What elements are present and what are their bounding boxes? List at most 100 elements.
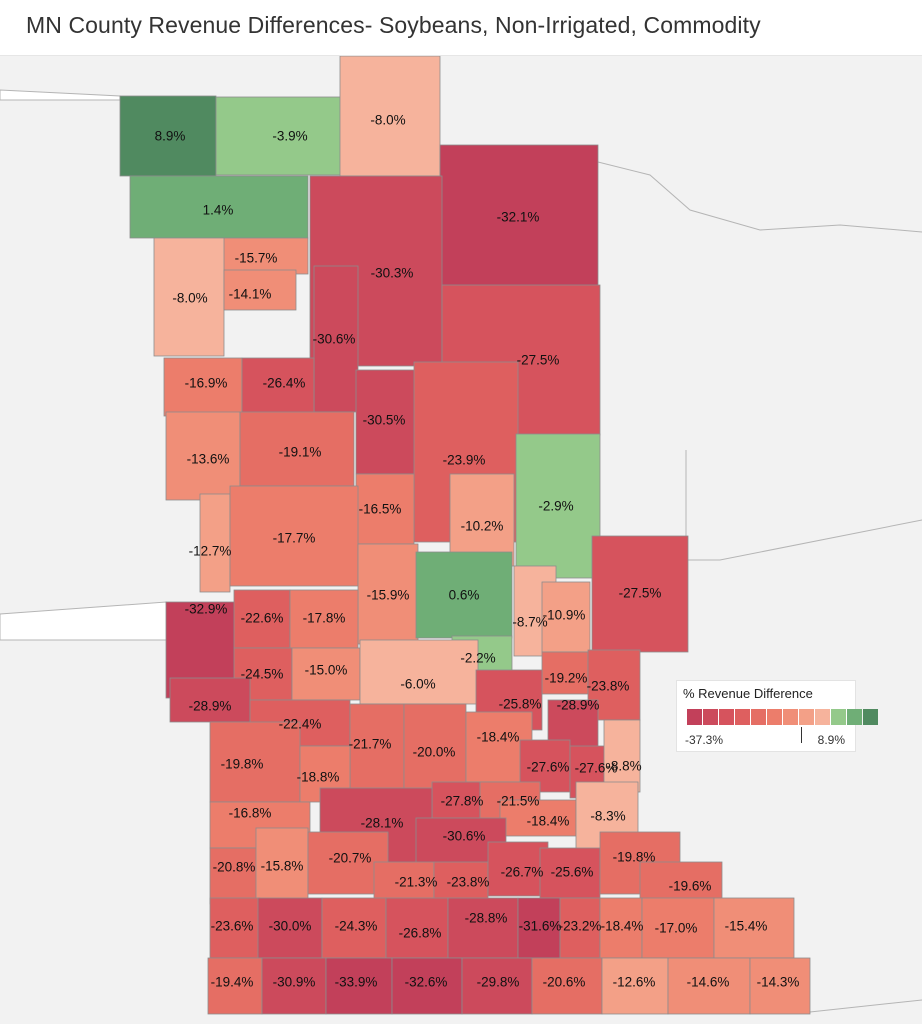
county-shape[interactable] bbox=[163, 357, 243, 417]
county-shape[interactable] bbox=[165, 411, 241, 501]
county-region[interactable] bbox=[241, 357, 315, 417]
county-shape[interactable] bbox=[541, 581, 591, 653]
county-region[interactable] bbox=[207, 957, 263, 1015]
county-region[interactable] bbox=[515, 433, 601, 579]
county-region[interactable] bbox=[415, 551, 513, 639]
county-region[interactable] bbox=[325, 957, 393, 1015]
county-region[interactable] bbox=[439, 144, 599, 296]
county-shape[interactable] bbox=[313, 265, 359, 413]
county-value-label: -18.4% bbox=[527, 814, 570, 829]
county-shape[interactable] bbox=[517, 897, 561, 959]
county-region[interactable] bbox=[289, 589, 359, 649]
county-region[interactable] bbox=[355, 473, 415, 545]
county-region[interactable] bbox=[667, 957, 751, 1015]
county-region[interactable] bbox=[391, 957, 463, 1015]
county-region[interactable] bbox=[229, 485, 359, 587]
county-region[interactable] bbox=[261, 957, 327, 1015]
county-shape[interactable] bbox=[515, 433, 601, 579]
county-region[interactable] bbox=[713, 897, 795, 959]
county-shape[interactable] bbox=[641, 897, 715, 959]
county-shape[interactable] bbox=[325, 957, 393, 1015]
county-shape[interactable] bbox=[355, 369, 417, 475]
county-shape[interactable] bbox=[487, 841, 549, 897]
county-region[interactable] bbox=[517, 897, 561, 959]
county-shape[interactable] bbox=[209, 847, 263, 905]
county-region[interactable] bbox=[355, 369, 417, 475]
county-region[interactable] bbox=[749, 957, 811, 1015]
county-shape[interactable] bbox=[199, 493, 231, 593]
county-shape[interactable] bbox=[591, 535, 689, 653]
county-shape[interactable] bbox=[207, 957, 263, 1015]
county-region[interactable] bbox=[641, 897, 715, 959]
legend-swatch bbox=[815, 709, 830, 725]
county-region[interactable] bbox=[403, 703, 467, 791]
county-region[interactable] bbox=[541, 581, 591, 653]
county-shape[interactable] bbox=[449, 473, 515, 567]
county-shape[interactable] bbox=[415, 551, 513, 639]
county-region[interactable] bbox=[499, 799, 577, 837]
county-shape[interactable] bbox=[603, 719, 641, 793]
county-shape[interactable] bbox=[153, 237, 225, 357]
county-shape[interactable] bbox=[385, 897, 449, 959]
county-value-label: -27.6% bbox=[527, 760, 570, 775]
county-region[interactable] bbox=[531, 957, 603, 1015]
county-shape[interactable] bbox=[229, 485, 359, 587]
county-shape[interactable] bbox=[239, 411, 355, 487]
county-shape[interactable] bbox=[749, 957, 811, 1015]
map-area[interactable]: 8.9% -3.9% -8.0% 1.4% -32.1% -15.7% -30.3% -8.0… bbox=[0, 56, 922, 1024]
county-value-label: -32.6% bbox=[405, 975, 448, 990]
county-shape[interactable] bbox=[439, 144, 599, 296]
county-shape[interactable] bbox=[601, 957, 669, 1015]
county-region[interactable] bbox=[449, 473, 515, 567]
county-shape[interactable] bbox=[403, 703, 467, 791]
county-shape[interactable] bbox=[261, 957, 327, 1015]
county-region[interactable] bbox=[313, 265, 359, 413]
county-shape[interactable] bbox=[223, 269, 297, 311]
county-region[interactable] bbox=[163, 357, 243, 417]
county-region[interactable] bbox=[559, 897, 601, 959]
county-region[interactable] bbox=[487, 841, 549, 897]
county-region[interactable] bbox=[223, 269, 297, 311]
county-shape[interactable] bbox=[461, 957, 533, 1015]
county-region[interactable] bbox=[129, 175, 309, 239]
county-region[interactable] bbox=[357, 543, 419, 645]
county-shape[interactable] bbox=[355, 473, 415, 545]
county-region[interactable] bbox=[153, 237, 225, 357]
county-region[interactable] bbox=[209, 847, 263, 905]
county-region[interactable] bbox=[603, 719, 641, 793]
county-region[interactable] bbox=[233, 589, 291, 649]
county-region[interactable] bbox=[209, 721, 301, 803]
county-shape[interactable] bbox=[667, 957, 751, 1015]
county-region[interactable] bbox=[541, 651, 589, 695]
county-shape[interactable] bbox=[233, 589, 291, 649]
county-shape[interactable] bbox=[559, 897, 601, 959]
county-shape[interactable] bbox=[241, 357, 315, 417]
county-shape[interactable] bbox=[257, 897, 323, 959]
legend-swatch bbox=[767, 709, 782, 725]
county-region[interactable] bbox=[447, 897, 519, 959]
county-region[interactable] bbox=[601, 957, 669, 1015]
county-shape[interactable] bbox=[209, 721, 301, 803]
county-shape[interactable] bbox=[531, 957, 603, 1015]
county-region[interactable] bbox=[591, 535, 689, 653]
county-shape[interactable] bbox=[357, 543, 419, 645]
county-region[interactable] bbox=[257, 897, 323, 959]
county-shape[interactable] bbox=[713, 897, 795, 959]
county-region[interactable] bbox=[461, 957, 533, 1015]
county-shape[interactable] bbox=[255, 827, 309, 903]
county-shape[interactable] bbox=[499, 799, 577, 837]
county-shape[interactable] bbox=[391, 957, 463, 1015]
county-region[interactable] bbox=[255, 827, 309, 903]
county-region[interactable] bbox=[239, 411, 355, 487]
county-value-label: -12.7% bbox=[189, 544, 232, 559]
county-region[interactable] bbox=[199, 493, 231, 593]
county-region[interactable] bbox=[385, 897, 449, 959]
county-shape[interactable] bbox=[215, 96, 361, 176]
county-shape[interactable] bbox=[129, 175, 309, 239]
county-shape[interactable] bbox=[289, 589, 359, 649]
county-shape[interactable] bbox=[541, 651, 589, 695]
county-map[interactable]: 8.9% -3.9% -8.0% 1.4% -32.1% -15.7% -30.3% -8.0… bbox=[0, 56, 922, 1024]
county-region[interactable] bbox=[165, 411, 241, 501]
county-region[interactable] bbox=[215, 96, 361, 176]
county-shape[interactable] bbox=[447, 897, 519, 959]
